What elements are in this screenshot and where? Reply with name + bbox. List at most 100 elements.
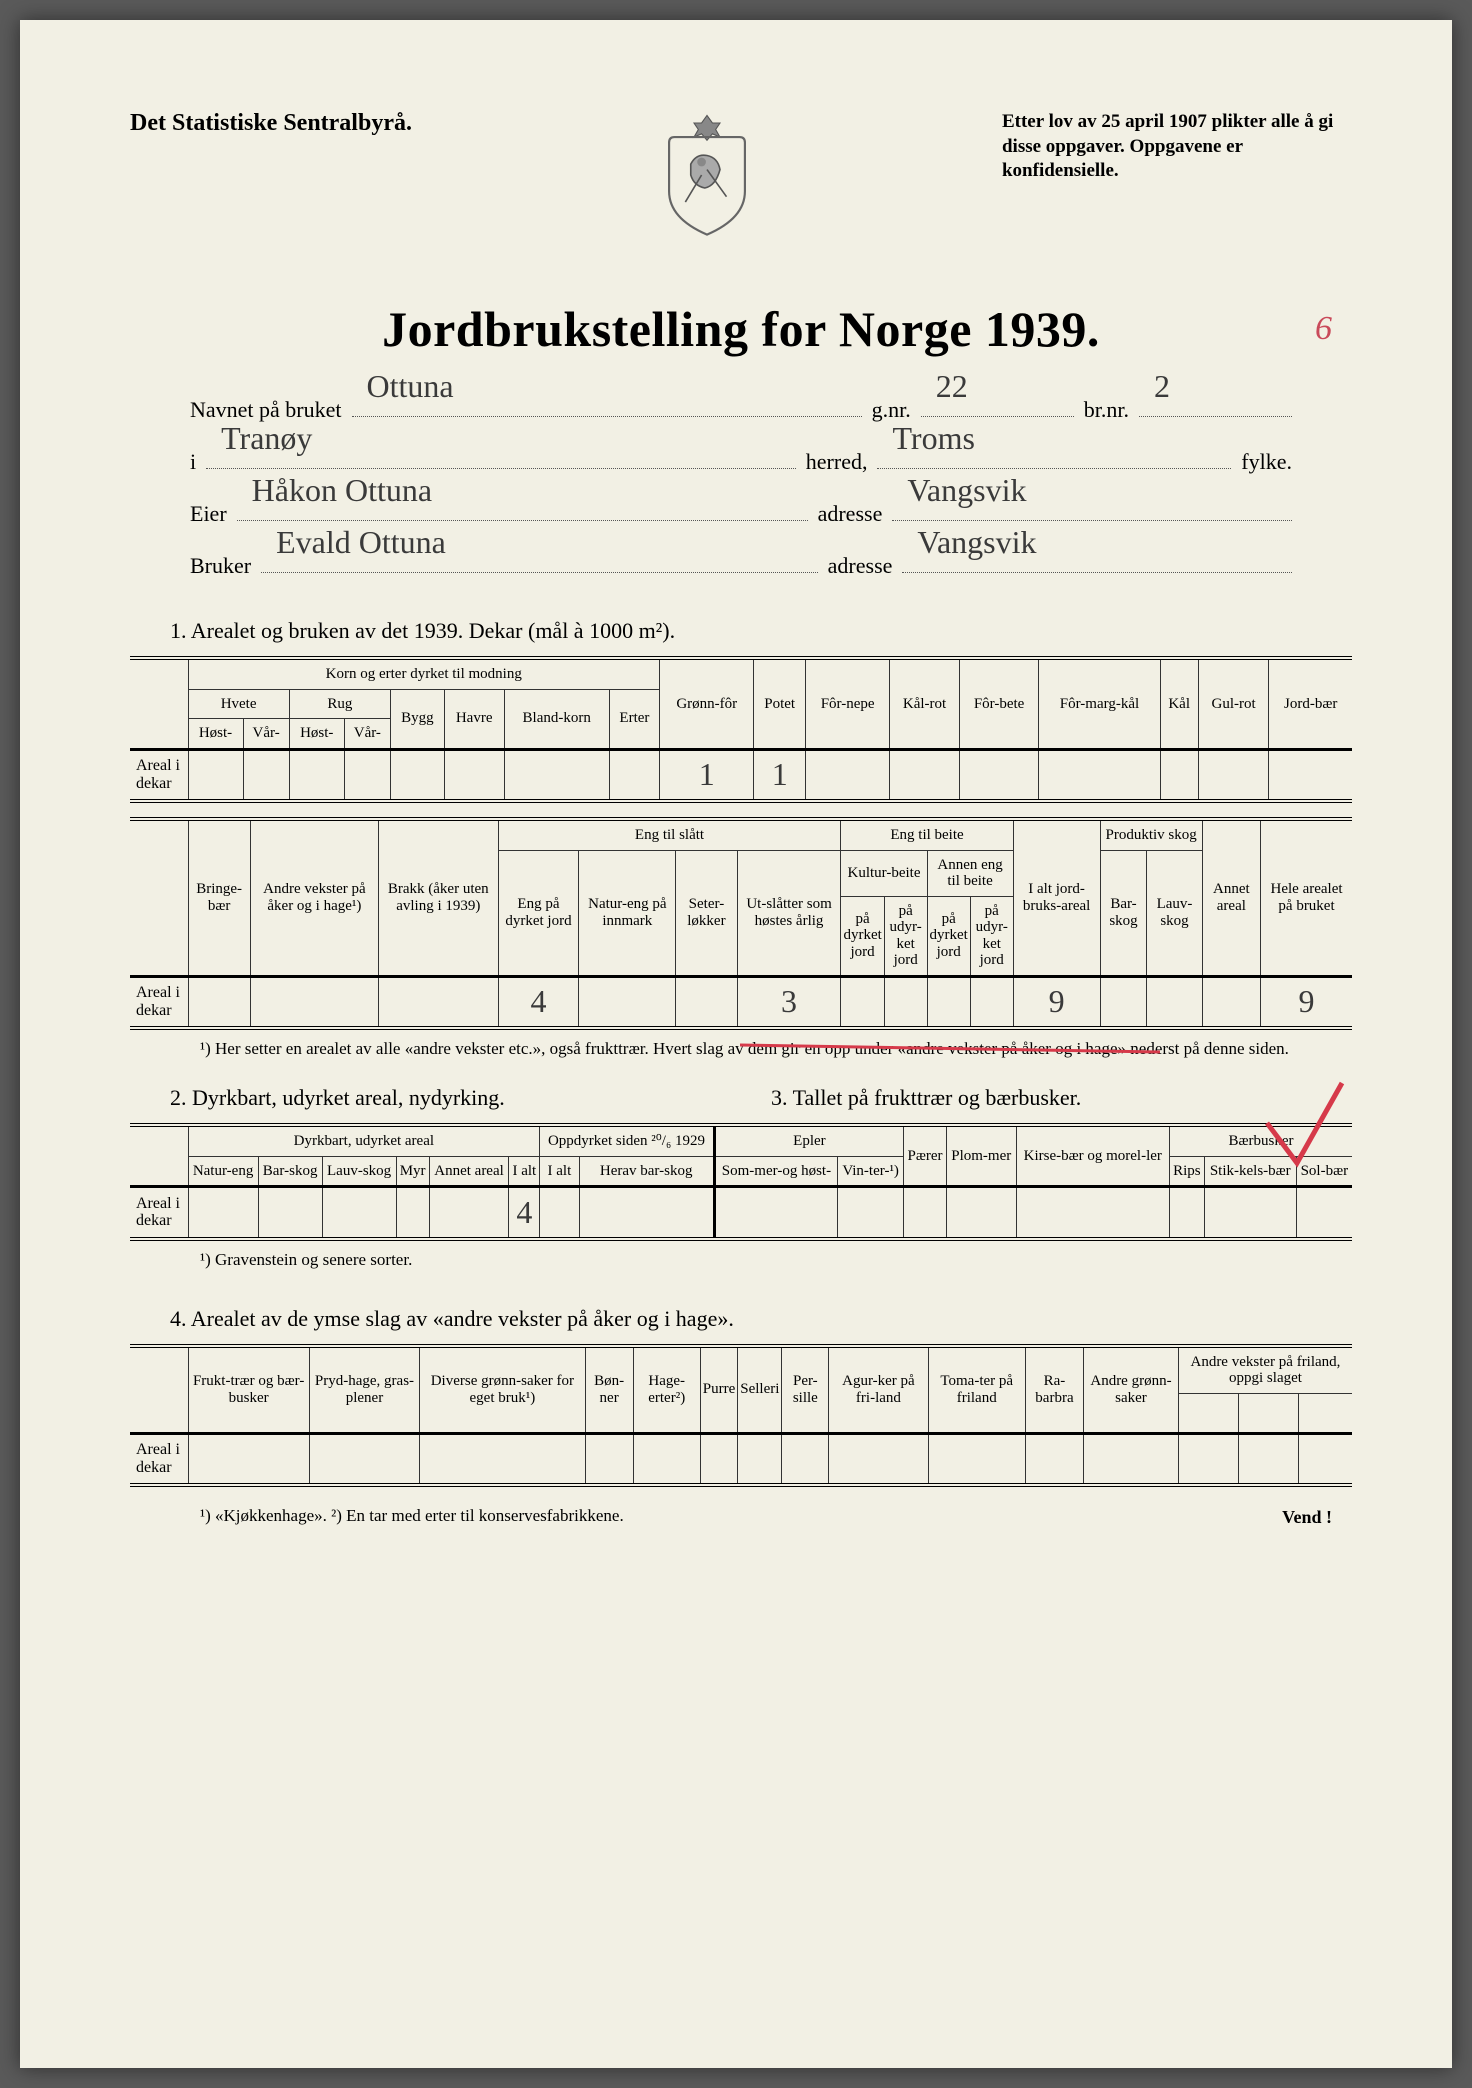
col-kalrot: Kål-rot: [890, 658, 959, 749]
col-bringebaer: Bringe-bær: [188, 819, 250, 976]
col-rug-host: Høst-: [289, 719, 344, 750]
section1-heading: 1. Arealet og bruken av det 1939. Dekar …: [170, 618, 1352, 644]
col-bonner: Bøn-ner: [585, 1346, 633, 1434]
adresse-label-1: adresse: [818, 492, 883, 536]
red-underline: [740, 1040, 1160, 1060]
section2-3-table: Dyrkbart, udyrket areal Oppdyrket siden …: [130, 1123, 1352, 1241]
form-fields: Navnet på bruket Ottuna g.nr. 22 br.nr. …: [190, 388, 1292, 588]
section2-heading: 2. Dyrkbart, udyrket areal, nydyrking.: [170, 1085, 751, 1111]
col-kb-udyrket: på udyr-ket jord: [884, 896, 927, 976]
korn-group: Korn og erter dyrket til modning: [188, 658, 660, 689]
section4-heading: 4. Arealet av de ymse slag av «andre vek…: [170, 1306, 1352, 1332]
bruker-value: Evald Ottuna: [276, 510, 446, 574]
col-ialt2: I alt: [509, 1156, 540, 1187]
col-plommer: Plom-mer: [946, 1125, 1016, 1187]
val-ialt2: 4: [509, 1187, 540, 1239]
col-vinter: Vin-ter-¹): [838, 1156, 904, 1187]
col-hvete-var: Vår-: [243, 719, 289, 750]
document-page: Det Statistiske Sentralbyrå. Etter lov a…: [20, 20, 1452, 2068]
annenbeite-group: Annen eng til beite: [927, 850, 1013, 896]
eng-beite-group: Eng til beite: [841, 819, 1013, 850]
col-annetareal: Annet areal: [1202, 819, 1260, 976]
col-myr: Myr: [396, 1156, 429, 1187]
brnr-label: br.nr.: [1084, 388, 1129, 432]
col-kb-dyrket: på dyrket jord: [841, 896, 884, 976]
col-jordbaer: Jord-bær: [1269, 658, 1352, 749]
col-agurker: Agur-ker på fri-land: [829, 1346, 928, 1434]
col-natureng: Natur-eng på innmark: [579, 850, 676, 976]
row-label-2: Areal i dekar: [130, 976, 188, 1028]
col-barskog2: Bar-skog: [258, 1156, 322, 1187]
val-utslatter: 3: [737, 976, 841, 1028]
col-persille: Per-sille: [782, 1346, 829, 1434]
col-havre: Havre: [444, 689, 504, 749]
coat-of-arms-emblem: [652, 110, 762, 240]
bruker-label: Bruker: [190, 544, 251, 588]
law-text: Etter lov av 25 april 1907 plikter alle …: [1002, 110, 1352, 184]
adresse-label-2: adresse: [828, 544, 893, 588]
col-fornepe: Fôr-nepe: [805, 658, 889, 749]
col-barskog: Bar-skog: [1100, 850, 1147, 976]
section4-footnote: ¹) «Kjøkkenhage». ²) En tar med erter ti…: [200, 1505, 624, 1528]
col-natureng2: Natur-eng: [188, 1156, 258, 1187]
andrefriland-group: Andre vekster på friland, oppgi slaget: [1178, 1346, 1352, 1394]
col-rabarbra: Ra-barbra: [1025, 1346, 1083, 1434]
col-ab-dyrket: på dyrket jord: [927, 896, 970, 976]
dyrkbart-group: Dyrkbart, udyrket areal: [188, 1125, 540, 1156]
col-forbete: Fôr-bete: [959, 658, 1039, 749]
col-paerer: Pærer: [904, 1125, 947, 1187]
col-engpa: Eng på dyrket jord: [498, 850, 579, 976]
col-lauvskog: Lauv-skog: [1147, 850, 1202, 976]
col-utslatter: Ut-slåtter som høstes årlig: [737, 850, 841, 976]
oppdyrket-group: Oppdyrket siden ²⁰/₆ 1929: [540, 1125, 715, 1156]
page-number-handwritten: 6: [1315, 310, 1332, 348]
col-tomater: Toma-ter på friland: [928, 1346, 1025, 1434]
vend-label: Vend !: [1282, 1507, 1352, 1528]
main-title: Jordbrukstelling for Norge 1939.: [130, 300, 1352, 358]
col-annet2: Annet areal: [429, 1156, 509, 1187]
val-engpa: 4: [498, 976, 579, 1028]
col-kirse: Kirse-bær og morel-ler: [1016, 1125, 1169, 1187]
col-lauvskog2: Lauv-skog: [322, 1156, 396, 1187]
eng-slatt-group: Eng til slått: [498, 819, 841, 850]
col-potet: Potet: [754, 658, 805, 749]
col-ab-udyrket: på udyr-ket jord: [970, 896, 1013, 976]
brnr-value: 2: [1154, 354, 1170, 418]
eier-label: Eier: [190, 492, 227, 536]
col-brakk: Brakk (åker uten avling i 1939): [379, 819, 499, 976]
row-label-3: Areal i dekar: [130, 1187, 188, 1239]
col-prydhage: Pryd-hage, gras-plener: [309, 1346, 419, 1434]
bruker-adresse-value: Vangsvik: [917, 510, 1036, 574]
prodskog-group: Produktiv skog: [1100, 819, 1202, 850]
col-helearealet: Hele arealet på bruket: [1261, 819, 1352, 976]
red-checkmark: [1262, 1078, 1352, 1178]
col-seterlokker: Seter-løkker: [676, 850, 737, 976]
col-hvete: Hvete: [188, 689, 289, 719]
col-formargkal: Fôr-marg-kål: [1039, 658, 1160, 749]
col-selleri: Selleri: [738, 1346, 782, 1434]
col-bygg: Bygg: [390, 689, 444, 749]
section1-table2: Bringe-bær Andre vekster på åker og i ha…: [130, 817, 1352, 1030]
col-hageerter: Hage-erter²): [633, 1346, 700, 1434]
col-hvete-host: Høst-: [188, 719, 243, 750]
col-rug-var: Vår-: [344, 719, 390, 750]
navnet-value: Ottuna: [367, 354, 454, 418]
val-gronnfor: 1: [660, 749, 754, 801]
val-potet: 1: [754, 749, 805, 801]
col-gronnfor: Grønn-fôr: [660, 658, 754, 749]
col-ialt3: I alt: [540, 1156, 579, 1187]
col-rug: Rug: [289, 689, 390, 719]
section4-table: Frukt-trær og bær-busker Pryd-hage, gras…: [130, 1344, 1352, 1488]
row-label: Areal i dekar: [130, 749, 188, 801]
i-label: i: [190, 440, 196, 484]
fylke-label: fylke.: [1241, 440, 1292, 484]
header: Det Statistiske Sentralbyrå. Etter lov a…: [130, 110, 1352, 240]
col-andre: Andre vekster på åker og i hage¹): [250, 819, 378, 976]
col-gulrot: Gul-rot: [1198, 658, 1269, 749]
col-diverse: Diverse grønn-saker for eget bruk¹): [420, 1346, 585, 1434]
col-blandkorn: Bland-korn: [504, 689, 609, 749]
section2-footnote: ¹) Gravenstein og senere sorter.: [200, 1249, 1352, 1271]
section1-table1: Korn og erter dyrket til modning Grønn-f…: [130, 656, 1352, 803]
col-andregronn: Andre grønn-saker: [1084, 1346, 1179, 1434]
val-hele: 9: [1261, 976, 1352, 1028]
